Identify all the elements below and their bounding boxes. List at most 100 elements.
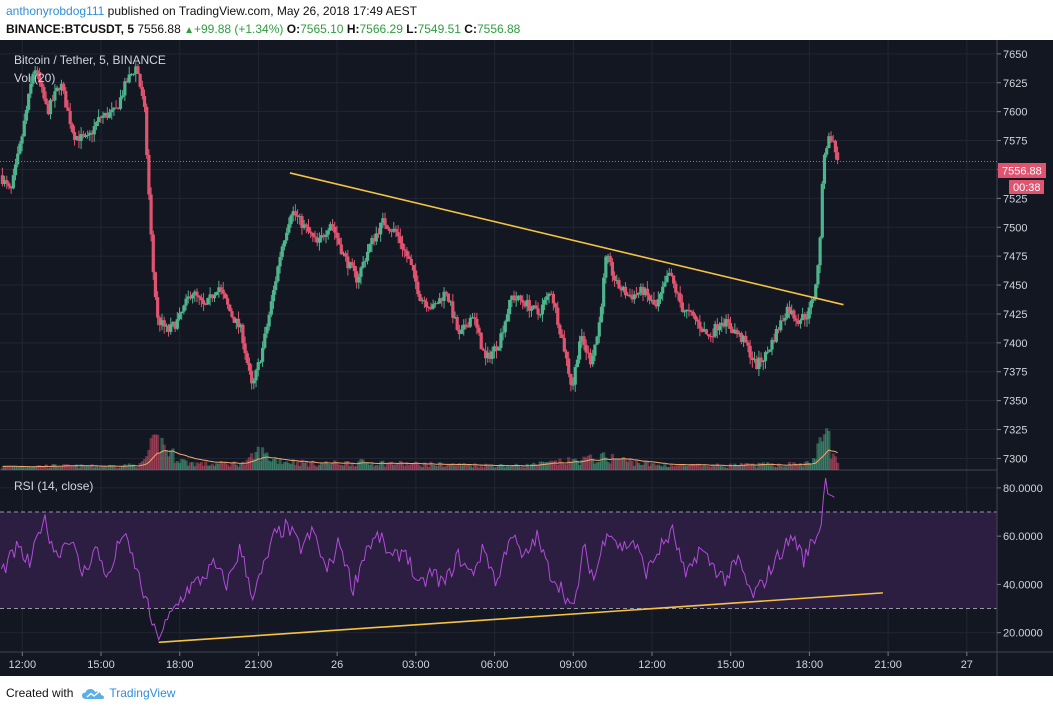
volume-bar [97,467,101,470]
volume-bar [801,466,805,470]
candle [376,233,381,235]
volume-bar [763,465,768,470]
candle [831,140,835,142]
candle [164,325,168,327]
candle [171,322,175,325]
candle [748,345,752,358]
price-trendline[interactable] [289,172,844,306]
volume-bar [494,466,499,470]
volume-bar [836,462,840,470]
volume-bar [444,465,448,470]
volume-bar [685,466,689,470]
volume-bar [717,466,722,470]
candle [116,108,120,110]
volume-bar [44,464,48,470]
legend-title: Bitcoin / Tether, 5, BINANCE [14,53,166,67]
volume-bar [387,462,391,470]
candle [562,337,566,352]
volume-bar [514,463,518,470]
volume-bar [315,466,319,470]
candle [720,322,724,326]
candle [110,109,114,113]
volume-bar [785,466,789,470]
volume-bar [298,465,302,470]
candle [241,324,245,344]
volume-bar [131,464,136,470]
tradingview-link[interactable]: TradingView [109,686,176,700]
volume-bar [27,466,31,470]
candle [811,298,816,301]
price-tag: 7556.88 [1002,166,1042,178]
candle [265,326,269,334]
volume-bar [13,466,18,470]
candle [632,294,636,300]
candle [792,310,796,319]
candle [372,237,376,242]
volume-bar [37,465,42,470]
rsi-trendline[interactable] [158,592,883,644]
candle [505,314,510,322]
volume-bar [783,466,787,470]
volume-bar [462,463,466,470]
candle [717,325,722,331]
candle [86,134,90,137]
price-tick-label: 7525 [1003,193,1027,205]
volume-bar [741,464,746,470]
volume-bar [363,463,367,470]
candle [385,225,389,229]
candle [833,140,838,153]
volume-bar [479,464,483,470]
candle [350,262,354,266]
volume-bar [669,464,674,470]
candle [661,286,665,294]
legend-vol: Vol (20) [14,71,55,85]
volume-bar [551,461,555,470]
chart-area[interactable]: 7300 7325 7350 7375 7400 7425 7450 7475 7500 7525… [0,40,1053,676]
volume-bar [241,461,245,470]
volume-bar [40,466,44,470]
candle [40,82,44,88]
candle [641,286,645,295]
time-tick-label: 03:00 [402,659,430,671]
candle [293,211,297,216]
volume-bar [449,464,453,470]
volume-bar [569,461,573,470]
candle [685,309,689,312]
volume-bar [501,465,505,470]
candle [785,306,789,318]
candle [357,276,361,283]
candle [713,323,717,337]
candle [37,71,42,83]
volume-bar [344,461,348,470]
volume-bar [490,465,494,470]
volume-bar [0,467,5,470]
volume-bar [588,454,593,470]
volume-bar [182,459,186,470]
volume-bar [215,463,219,470]
candle [774,328,778,342]
candle [455,317,459,330]
candle [145,106,149,155]
candle [709,336,713,338]
volume-bar [527,466,531,470]
volume-bar [221,463,225,470]
volume-bar [715,463,719,470]
candle [564,351,569,359]
volume-bar [829,458,833,470]
volume-bar [158,452,162,470]
candle [234,318,238,323]
candle [344,253,348,257]
candle [276,266,280,282]
volume-bar [433,465,437,470]
time-tick-label: 21:00 [245,659,273,671]
candle [335,232,339,239]
author-link[interactable]: anthonyrobdog111 [6,4,105,18]
volume-bar [282,461,287,470]
volume-bar [814,459,818,470]
candle [637,292,641,295]
volume-bar [79,464,83,470]
low-label: L: [406,22,418,36]
candle [35,70,39,72]
candle [278,256,282,267]
volume-bar [398,460,402,470]
